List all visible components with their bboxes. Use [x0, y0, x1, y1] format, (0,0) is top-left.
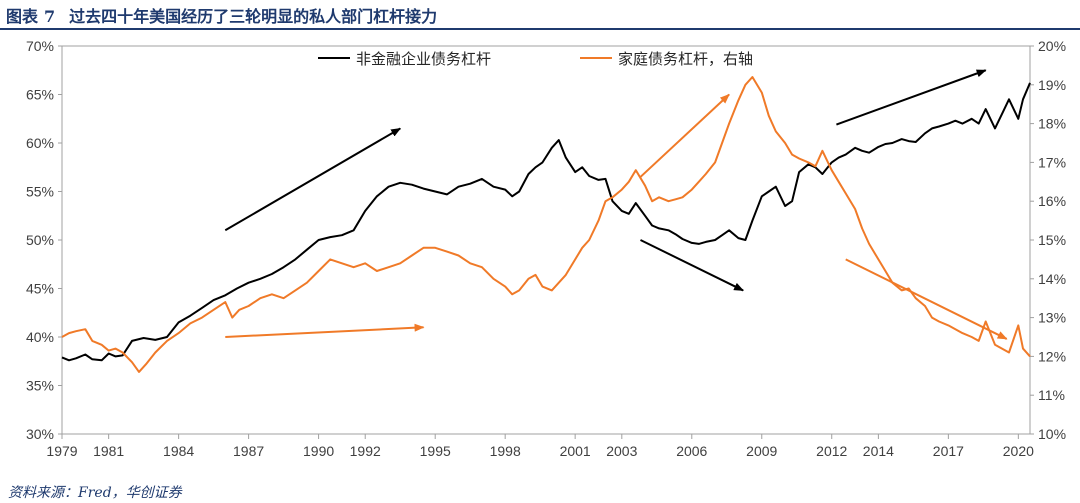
title-rule — [0, 28, 1080, 30]
line-chart: 30% 35% 40% 45% 50% 55% 60% 65% 70% 10% 11% 12% 13% 1… — [26, 38, 1066, 459]
x-tick-label: 2003 — [606, 443, 637, 459]
trend-arrow-2 — [225, 323, 425, 338]
figure-label: 图表 — [6, 7, 39, 26]
x-tick-label: 2006 — [676, 443, 707, 459]
trend-arrow-3 — [640, 239, 744, 292]
y-right-tick-label: 10% — [1038, 426, 1066, 442]
x-tick-label: 1987 — [233, 443, 264, 459]
y-right-tick-label: 14% — [1038, 271, 1066, 287]
y-left-tick-label: 30% — [26, 426, 54, 442]
x-tick-label: 1995 — [420, 443, 451, 459]
y-right-tick-label: 16% — [1038, 193, 1066, 209]
x-tick-label: 1998 — [490, 443, 521, 459]
y-right-tick-label: 15% — [1038, 232, 1066, 248]
x-tick-label: 2020 — [1003, 443, 1034, 459]
y-right-tick-label: 13% — [1038, 310, 1066, 326]
trend-arrow-4 — [639, 93, 730, 178]
y-right-tick-label: 12% — [1038, 348, 1066, 364]
y-right-tick-label: 17% — [1038, 154, 1066, 170]
figure-number: 7 — [44, 7, 56, 26]
series-line-1 — [61, 82, 1031, 362]
x-tick-label: 2001 — [560, 443, 591, 459]
series-line-2 — [61, 76, 1031, 373]
plot-area — [61, 45, 1031, 435]
y-left-tick-label: 35% — [26, 378, 54, 394]
x-tick-label: 2009 — [746, 443, 777, 459]
legend-label-2: 家庭债务杠杆，右轴 — [618, 51, 753, 68]
x-tick-label: 1990 — [303, 443, 334, 459]
x-tick-label: 2012 — [816, 443, 847, 459]
figure-title-text: 过去四十年美国经历了三轮明显的私人部门杠杆接力 — [69, 7, 438, 26]
figure-title: 图表 7 过去四十年美国经历了三轮明显的私人部门杠杆接力 — [6, 3, 437, 27]
y-left-tick-label: 65% — [26, 87, 54, 103]
x-tick-label: 1992 — [350, 443, 381, 459]
y-left-tick-label: 70% — [26, 38, 54, 54]
source-note: 资料来源：Fred，华创证券 — [8, 485, 182, 501]
y-right-tick-label: 20% — [1038, 38, 1066, 54]
trend-arrow-5 — [836, 69, 987, 126]
y-right-tick-label: 11% — [1038, 387, 1065, 403]
y-left-tick-label: 45% — [26, 281, 54, 297]
x-tick-label: 1979 — [46, 443, 77, 459]
x-tick-label: 1984 — [163, 443, 194, 459]
x-tick-label: 2017 — [933, 443, 964, 459]
y-right-tick-label: 18% — [1038, 116, 1066, 132]
x-tick-label: 1981 — [93, 443, 124, 459]
y-left-tick-label: 50% — [26, 232, 54, 248]
trend-arrow-6 — [845, 258, 1008, 340]
legend-label-1: 非金融企业债务杠杆 — [356, 50, 491, 68]
y-right-tick-label: 19% — [1038, 77, 1066, 93]
y-left-tick-label: 40% — [26, 329, 54, 345]
y-left-tick-label: 60% — [26, 135, 54, 151]
trend-arrow-1 — [224, 127, 402, 232]
y-left-tick-label: 55% — [26, 184, 54, 200]
x-tick-label: 2014 — [863, 443, 894, 459]
